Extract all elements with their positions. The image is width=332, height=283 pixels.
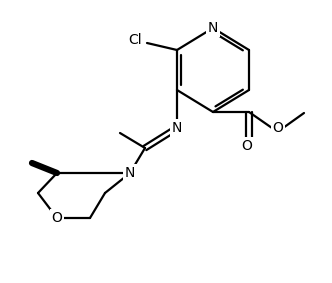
- Text: N: N: [125, 166, 135, 180]
- Text: O: O: [51, 211, 62, 225]
- Text: N: N: [208, 21, 218, 35]
- Text: N: N: [172, 121, 182, 135]
- Text: Cl: Cl: [128, 33, 142, 47]
- Text: O: O: [242, 139, 252, 153]
- Text: O: O: [273, 121, 284, 135]
